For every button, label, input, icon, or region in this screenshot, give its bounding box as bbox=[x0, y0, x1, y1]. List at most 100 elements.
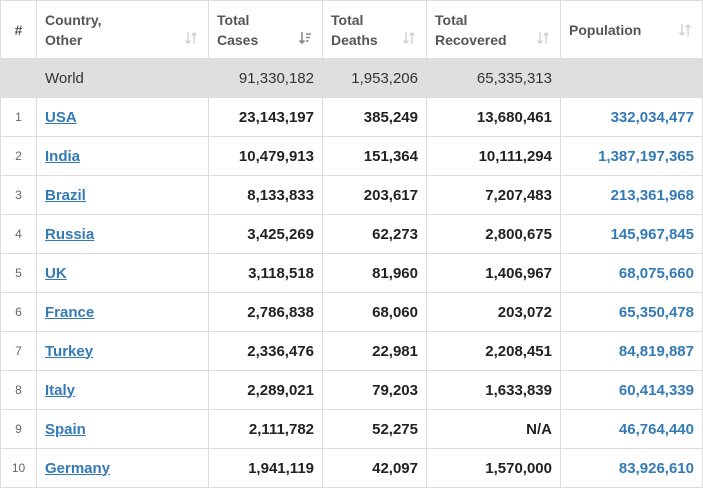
column-header-total-cases-label-line2: Cases bbox=[217, 31, 259, 48]
country-cell: Germany bbox=[36, 448, 209, 488]
sort-arrows-icon[interactable] bbox=[184, 31, 198, 45]
population-cell: 213,361,968 bbox=[560, 175, 703, 215]
total-cases-cell: 10,479,913 bbox=[208, 136, 323, 176]
rank-cell: 5 bbox=[0, 253, 37, 293]
country-link-russia[interactable]: Russia bbox=[45, 225, 95, 243]
rank-cell: 4 bbox=[0, 214, 37, 254]
table-header: # Country, Other Total Cases Total bbox=[0, 0, 703, 59]
total-cases-cell: 8,133,833 bbox=[208, 175, 323, 215]
column-header-total-recovered[interactable]: Total Recovered bbox=[426, 0, 561, 59]
country-link-uk[interactable]: UK bbox=[45, 264, 67, 282]
population-cell: 60,414,339 bbox=[560, 370, 703, 410]
total-deaths-cell: 385,249 bbox=[322, 97, 427, 137]
column-header-total-deaths[interactable]: Total Deaths bbox=[322, 0, 427, 59]
column-header-total-recovered-label-line2: Recovered bbox=[435, 31, 507, 48]
country-cell: UK bbox=[36, 253, 209, 293]
total-cases-cell: 2,336,476 bbox=[208, 331, 323, 371]
total-recovered-cell: 1,570,000 bbox=[426, 448, 561, 488]
total-deaths-cell: 42,097 bbox=[322, 448, 427, 488]
total-cases-cell: 23,143,197 bbox=[208, 97, 323, 137]
column-header-population[interactable]: Population bbox=[560, 0, 703, 59]
country-link-italy[interactable]: Italy bbox=[45, 381, 76, 399]
rank-cell: 10 bbox=[0, 448, 37, 488]
country-cell: Italy bbox=[36, 370, 209, 410]
sort-arrows-icon[interactable] bbox=[402, 31, 416, 45]
column-header-country[interactable]: Country, Other bbox=[36, 0, 209, 59]
country-link-usa[interactable]: USA bbox=[45, 108, 77, 126]
sort-descending-icon[interactable] bbox=[298, 31, 312, 45]
rank-cell: 6 bbox=[0, 292, 37, 332]
population-cell: 68,075,660 bbox=[560, 253, 703, 293]
country-cell: USA bbox=[36, 97, 209, 137]
total-recovered-cell: 2,800,675 bbox=[426, 214, 561, 254]
country-link-spain[interactable]: Spain bbox=[45, 420, 86, 438]
country-cell: Spain bbox=[36, 409, 209, 449]
rank-cell: 9 bbox=[0, 409, 37, 449]
table-row: 8 Italy 2,289,021 79,203 1,633,839 60,41… bbox=[0, 370, 703, 410]
country-cell: India bbox=[36, 136, 209, 176]
country-link-france[interactable]: France bbox=[45, 303, 95, 321]
column-header-rank-label: # bbox=[14, 21, 23, 38]
total-recovered-cell: 10,111,294 bbox=[426, 136, 561, 176]
population-cell: 65,350,478 bbox=[560, 292, 703, 332]
total-recovered-cell: N/A bbox=[426, 409, 561, 449]
total-deaths-cell: 79,203 bbox=[322, 370, 427, 410]
rank-cell: 2 bbox=[0, 136, 37, 176]
header-row: # Country, Other Total Cases Total bbox=[0, 0, 703, 59]
rank-cell: 8 bbox=[0, 370, 37, 410]
total-recovered-cell: 203,072 bbox=[426, 292, 561, 332]
country-link-germany[interactable]: Germany bbox=[45, 459, 111, 477]
column-header-total-cases[interactable]: Total Cases bbox=[208, 0, 323, 59]
total-recovered-cell: 1,633,839 bbox=[426, 370, 561, 410]
total-deaths-cell: 62,273 bbox=[322, 214, 427, 254]
sort-arrows-icon[interactable] bbox=[536, 31, 550, 45]
world-total-row: World 91,330,182 1,953,206 65,335,313 bbox=[0, 58, 703, 98]
table-row: 9 Spain 2,111,782 52,275 N/A 46,764,440 bbox=[0, 409, 703, 449]
table-row: 7 Turkey 2,336,476 22,981 2,208,451 84,8… bbox=[0, 331, 703, 371]
population-cell: 83,926,610 bbox=[560, 448, 703, 488]
country-cell: Russia bbox=[36, 214, 209, 254]
rank-cell: 3 bbox=[0, 175, 37, 215]
country-link-brazil[interactable]: Brazil bbox=[45, 186, 86, 204]
table-body: World 91,330,182 1,953,206 65,335,313 1 … bbox=[0, 58, 703, 488]
country-link-india[interactable]: India bbox=[45, 147, 81, 165]
country-cell: France bbox=[36, 292, 209, 332]
population-cell: 332,034,477 bbox=[560, 97, 703, 137]
country-link-turkey[interactable]: Turkey bbox=[45, 342, 94, 360]
total-recovered-cell: 2,208,451 bbox=[426, 331, 561, 371]
table-row: 5 UK 3,118,518 81,960 1,406,967 68,075,6… bbox=[0, 253, 703, 293]
world-population-cell bbox=[560, 58, 703, 98]
population-cell: 145,967,845 bbox=[560, 214, 703, 254]
column-header-country-label-line1: Country, bbox=[45, 11, 102, 28]
column-header-country-label-line2: Other bbox=[45, 31, 83, 48]
column-header-total-cases-label-line1: Total bbox=[217, 11, 250, 28]
table-row: 2 India 10,479,913 151,364 10,111,294 1,… bbox=[0, 136, 703, 176]
country-cell: Brazil bbox=[36, 175, 209, 215]
total-deaths-cell: 203,617 bbox=[322, 175, 427, 215]
population-cell: 84,819,887 bbox=[560, 331, 703, 371]
total-cases-cell: 2,289,021 bbox=[208, 370, 323, 410]
total-cases-cell: 2,786,838 bbox=[208, 292, 323, 332]
population-cell: 46,764,440 bbox=[560, 409, 703, 449]
table-row: 3 Brazil 8,133,833 203,617 7,207,483 213… bbox=[0, 175, 703, 215]
column-header-rank[interactable]: # bbox=[0, 0, 37, 59]
rank-cell: 7 bbox=[0, 331, 37, 371]
total-cases-cell: 1,941,119 bbox=[208, 448, 323, 488]
table-row: 6 France 2,786,838 68,060 203,072 65,350… bbox=[0, 292, 703, 332]
sort-arrows-icon[interactable] bbox=[678, 23, 692, 37]
total-recovered-cell: 7,207,483 bbox=[426, 175, 561, 215]
table-row: 10 Germany 1,941,119 42,097 1,570,000 83… bbox=[0, 448, 703, 488]
total-deaths-cell: 22,981 bbox=[322, 331, 427, 371]
rank-cell: 1 bbox=[0, 97, 37, 137]
world-total-deaths-cell: 1,953,206 bbox=[322, 58, 427, 98]
world-total-recovered-cell: 65,335,313 bbox=[426, 58, 561, 98]
table-row: 1 USA 23,143,197 385,249 13,680,461 332,… bbox=[0, 97, 703, 137]
world-total-cases-cell: 91,330,182 bbox=[208, 58, 323, 98]
total-recovered-cell: 13,680,461 bbox=[426, 97, 561, 137]
population-cell: 1,387,197,365 bbox=[560, 136, 703, 176]
column-header-total-deaths-label-line1: Total bbox=[331, 11, 364, 28]
world-rank-cell bbox=[0, 58, 37, 98]
total-cases-cell: 2,111,782 bbox=[208, 409, 323, 449]
column-header-total-recovered-label-line1: Total bbox=[435, 11, 468, 28]
